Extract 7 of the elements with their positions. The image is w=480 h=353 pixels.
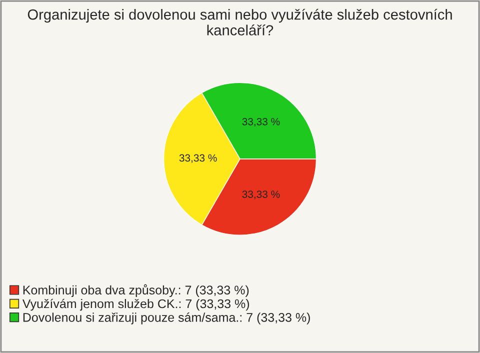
data-label: 33,33 % [242, 118, 280, 127]
data-label: 33,33 % [242, 190, 280, 200]
legend-label: Využívám jenom služeb CK.: 7 (33,33 %) [22, 298, 250, 311]
legend-label: Dovolenou si zařizuji pouze sám/sama.: 7 (33,33 %) [23, 312, 310, 324]
legend-label: Kombinuji oba dva způsoby.: 7 (33,33 %) [23, 284, 249, 297]
chart-title: Organizujete si dovolenou sami nebo využíváte služeb cestovních kanceláří? [28, 8, 452, 36]
data-label: 33,33 % [179, 154, 217, 163]
